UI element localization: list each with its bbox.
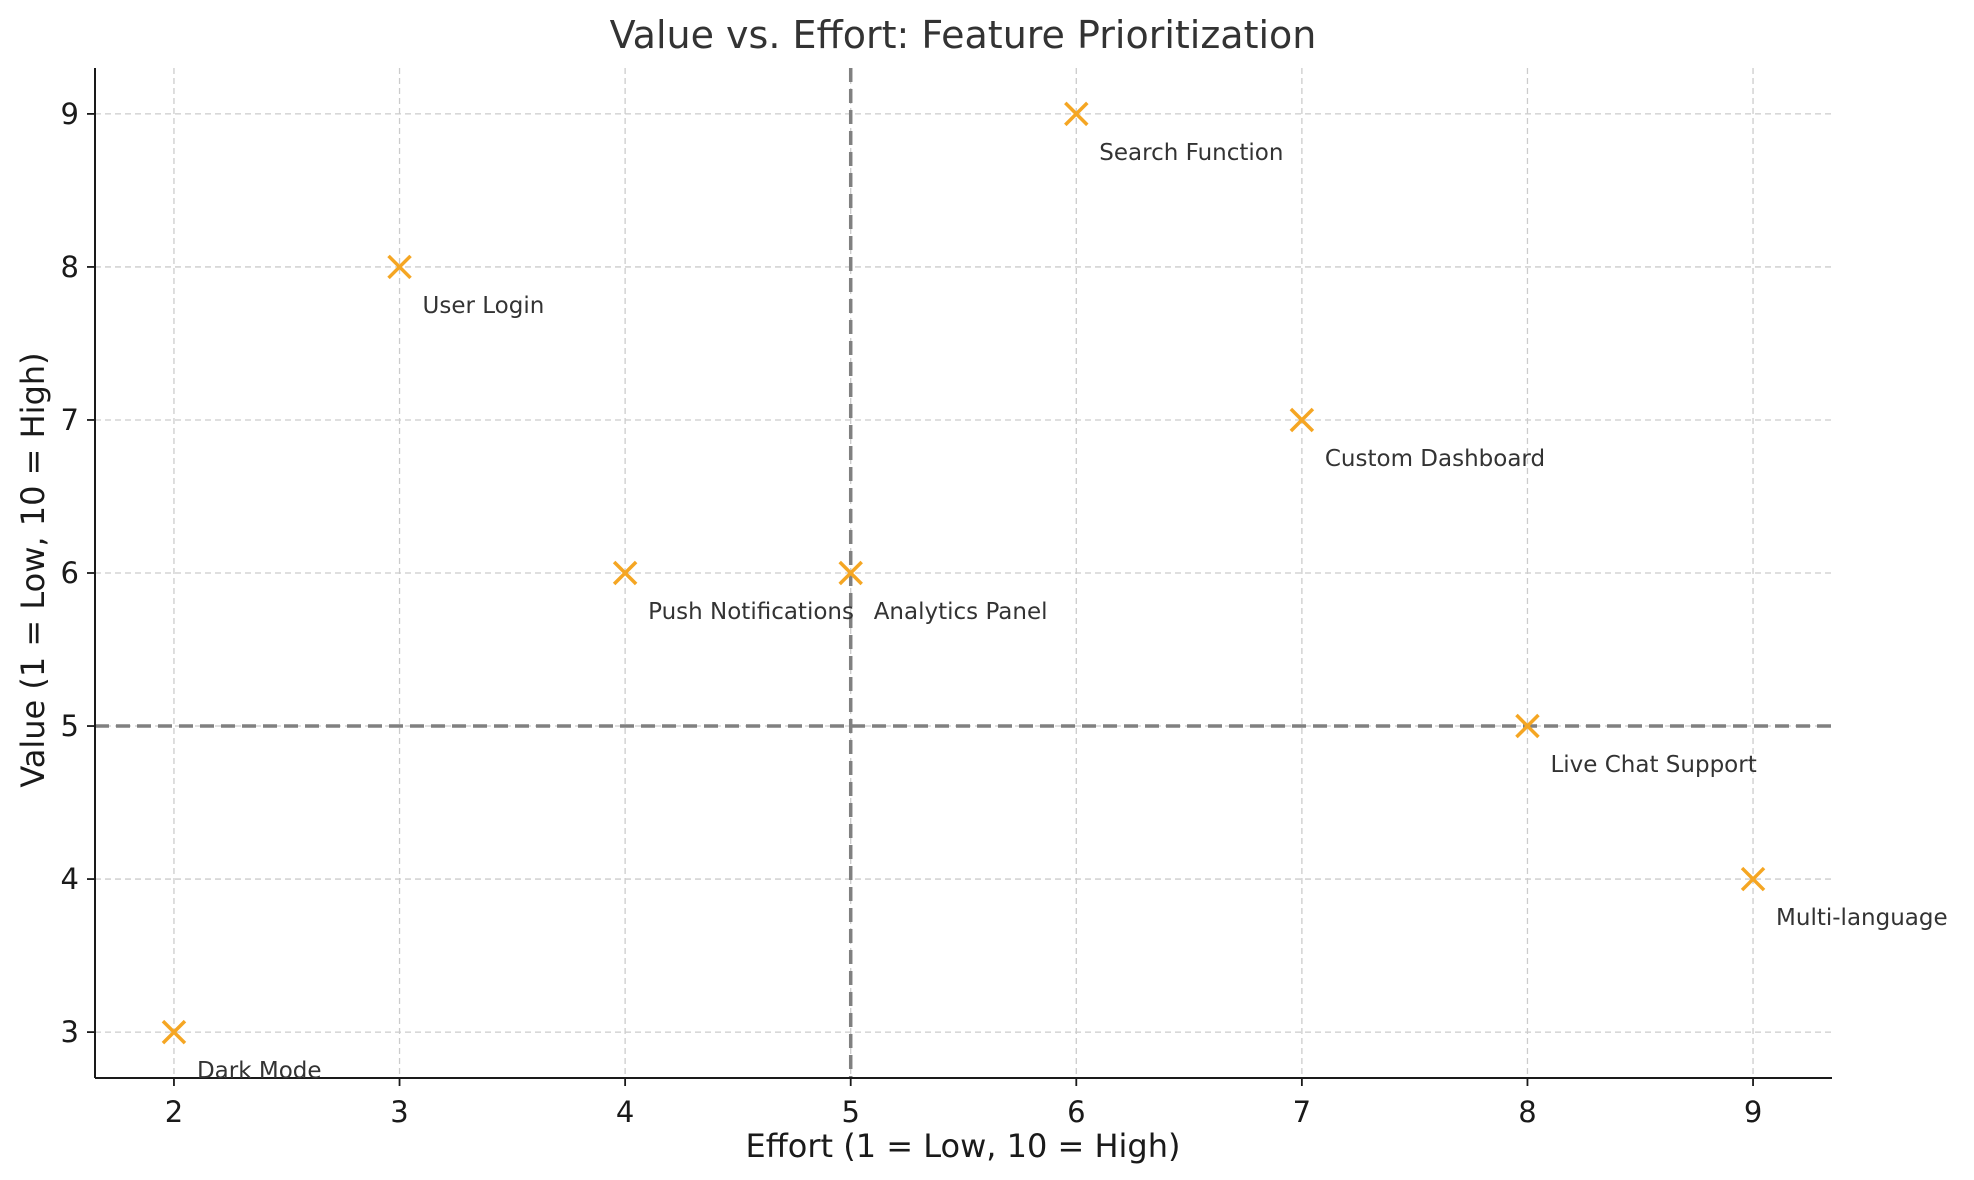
data-point-marker bbox=[387, 254, 412, 280]
y-axis-label: Value (1 = Low, 10 = High) bbox=[14, 352, 52, 787]
x-tick-label: 3 bbox=[390, 1095, 408, 1129]
y-tick-label: 6 bbox=[61, 556, 79, 590]
y-tick-label: 8 bbox=[61, 250, 79, 284]
data-point-label: Custom Dashboard bbox=[1325, 446, 1545, 472]
data-point-label: User Login bbox=[423, 293, 545, 319]
data-point-label: Dark Mode bbox=[197, 1058, 322, 1084]
data-point-label: Search Function bbox=[1099, 140, 1283, 166]
x-tick-label: 8 bbox=[1518, 1095, 1536, 1129]
data-point-label: Analytics Panel bbox=[874, 599, 1048, 625]
data-point-marker bbox=[1064, 101, 1089, 127]
y-tick-label: 5 bbox=[61, 709, 79, 743]
data-point-label: Multi-language bbox=[1776, 905, 1948, 931]
data-point-marker bbox=[838, 560, 863, 586]
axes bbox=[87, 68, 1832, 1086]
x-tick-label: 2 bbox=[165, 1095, 183, 1129]
data-point-marker bbox=[612, 560, 638, 586]
y-tick-label: 4 bbox=[61, 862, 79, 896]
data-point-label: Push Notifications bbox=[648, 599, 854, 625]
x-tick-label: 6 bbox=[1067, 1095, 1085, 1129]
x-tick-label: 9 bbox=[1744, 1095, 1762, 1129]
x-tick-label: 4 bbox=[616, 1095, 634, 1129]
data-point-label: Live Chat Support bbox=[1550, 752, 1756, 778]
data-point-marker bbox=[161, 1019, 187, 1045]
y-tick-label: 7 bbox=[61, 403, 79, 437]
grid bbox=[95, 68, 1832, 1078]
data-point-marker bbox=[1289, 407, 1315, 433]
x-tick-label: 5 bbox=[841, 1095, 859, 1129]
y-tick-label: 9 bbox=[61, 97, 79, 131]
x-tick-label: 7 bbox=[1293, 1095, 1311, 1129]
data-point-marker bbox=[1515, 713, 1540, 739]
y-tick-label: 3 bbox=[61, 1015, 79, 1049]
data-points bbox=[161, 101, 1766, 1045]
tick-labels: 2 3 4 5 6 7 8 9 3 4 5 6 7 8 9 bbox=[61, 97, 1763, 1129]
chart-title: Value vs. Effort: Feature Prioritization bbox=[610, 13, 1317, 57]
data-point-marker bbox=[1740, 866, 1766, 892]
x-axis-label: Effort (1 = Low, 10 = High) bbox=[746, 1127, 1181, 1165]
point-labels: User Login Dark Mode Push Notifications Ana… bbox=[197, 140, 1948, 1084]
